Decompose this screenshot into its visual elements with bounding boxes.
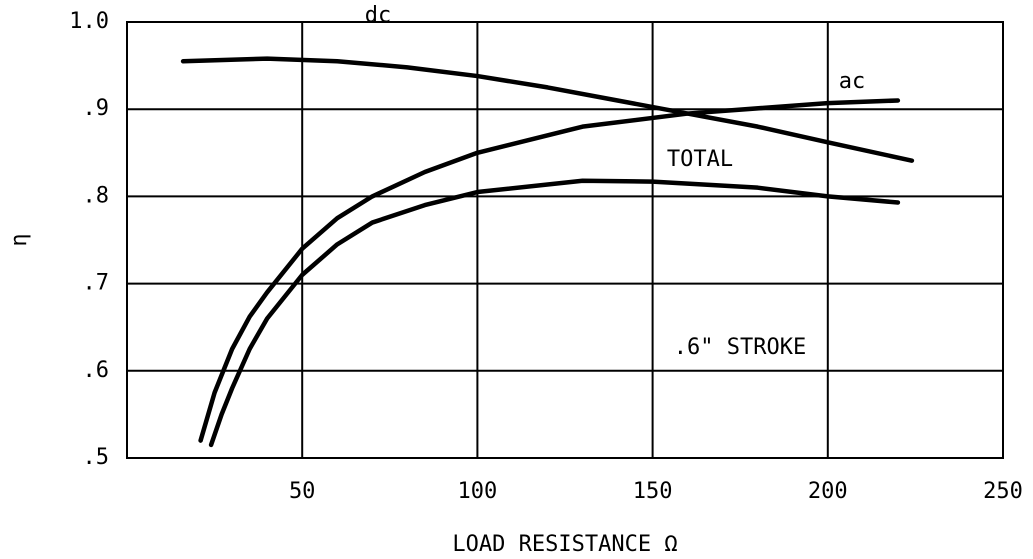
x-tick-label: 50 xyxy=(289,479,316,504)
series-label: ac xyxy=(839,69,866,94)
series-label: dc xyxy=(365,3,392,28)
y-tick-label: .9 xyxy=(83,96,110,121)
x-tick-label: 100 xyxy=(458,479,498,504)
series-line xyxy=(180,56,915,163)
x-axis-label: LOAD RESISTANCE Ω xyxy=(452,532,677,557)
series-line xyxy=(208,178,901,448)
x-tick-label: 250 xyxy=(983,479,1023,504)
y-tick-label: 1.0 xyxy=(69,9,109,34)
y-tick-label: .6 xyxy=(83,358,110,383)
y-tick-label: .5 xyxy=(83,445,110,470)
y-tick-label: .7 xyxy=(83,271,110,296)
y-axis-label: η xyxy=(7,233,32,246)
plot-border xyxy=(126,21,1004,459)
series-label: TOTAL xyxy=(667,147,733,172)
annotation: .6" STROKE xyxy=(674,335,806,360)
series-line xyxy=(198,98,901,443)
y-tick-label: .8 xyxy=(83,183,110,208)
x-tick-label: 150 xyxy=(633,479,673,504)
x-tick-label: 200 xyxy=(808,479,848,504)
